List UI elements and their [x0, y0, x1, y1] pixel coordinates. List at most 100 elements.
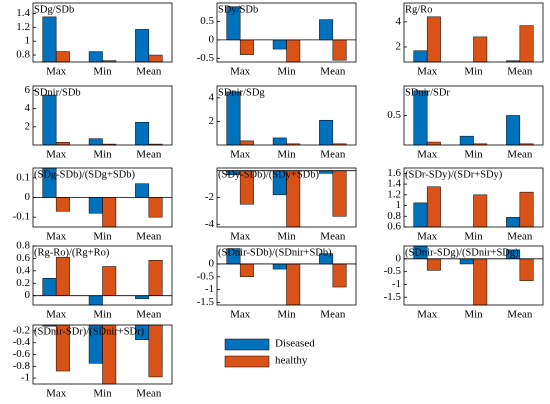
legend-label: Diseased: [275, 338, 315, 350]
legend-swatch: [224, 355, 270, 368]
y-tick-label: 4: [396, 15, 402, 27]
bar: [413, 202, 428, 228]
bar: [42, 16, 57, 63]
bar: [459, 258, 474, 265]
y-tick-label: 0: [209, 33, 215, 45]
x-tick-label: Mean: [320, 149, 346, 161]
y-tick-label: -0.4: [13, 336, 31, 348]
bar: [519, 191, 534, 228]
y-tick-label: 0: [25, 289, 31, 301]
bar: [426, 141, 441, 146]
y-tick-label: -1: [21, 372, 30, 384]
y-tick-label: 1: [25, 35, 31, 47]
y-tick-label: -1.5: [384, 291, 402, 303]
axes-box: [216, 85, 357, 146]
y-tick-label: -0.5: [384, 265, 402, 277]
y-tick-label: 0.5: [387, 109, 401, 121]
bar: [332, 170, 347, 217]
bar: [148, 324, 163, 378]
y-tick-label: 0.2: [16, 277, 30, 289]
y-tick-label: 0.6: [387, 221, 401, 233]
y-tick-label: -0.5: [197, 52, 215, 64]
panel-title: SDnir/SDg: [218, 87, 265, 98]
bar: [135, 29, 150, 63]
panel-title: (SDg-SDb)/(SDg+SDb): [34, 169, 136, 180]
bar: [319, 170, 334, 174]
panel-title: (Rg-Ro)/(Rg+Ro): [34, 247, 110, 258]
bar: [88, 197, 103, 214]
y-tick-label: 0.4: [16, 264, 30, 276]
y-tick-label: -0.5: [197, 270, 215, 282]
y-tick-label: 1: [396, 199, 402, 211]
bar: [332, 39, 347, 61]
x-tick-label: Max: [46, 231, 67, 243]
x-tick-label: Max: [230, 66, 251, 78]
x-tick-label: Max: [230, 149, 251, 161]
y-tick-label: -0.1: [13, 211, 30, 223]
bar: [332, 263, 347, 288]
bar: [88, 138, 103, 146]
bar: [426, 258, 441, 271]
x-tick-label: Max: [417, 66, 438, 78]
x-tick-label: Mean: [136, 149, 162, 161]
bar: [135, 295, 150, 300]
panel-title: (SDnir-SDg)/(SDnir+SDg): [405, 247, 519, 258]
x-tick-label: Min: [464, 309, 483, 321]
y-tick-label: -0.6: [13, 348, 31, 360]
y-tick-label: 1.2: [387, 188, 401, 200]
bar: [102, 266, 117, 296]
x-tick-label: Mean: [136, 309, 162, 321]
bar: [272, 39, 287, 50]
bar: [239, 263, 254, 278]
x-tick-label: Mean: [507, 66, 533, 78]
bar: [426, 16, 441, 63]
x-tick-label: Min: [464, 149, 483, 161]
x-tick-label: Mean: [507, 309, 533, 321]
bar: [413, 90, 428, 146]
x-tick-label: Max: [46, 149, 67, 161]
bar: [88, 51, 103, 63]
y-tick-label: -1.5: [197, 296, 215, 308]
bar: [519, 258, 534, 281]
y-tick-label: 1.6: [387, 167, 401, 179]
x-tick-label: Min: [93, 388, 112, 400]
panel-title: SDg/SDb: [34, 4, 74, 15]
bar: [272, 263, 287, 270]
y-tick-label: 0: [25, 191, 31, 203]
y-tick-label: -2: [205, 191, 214, 203]
bar: [473, 36, 488, 63]
x-tick-label: Max: [230, 231, 251, 243]
bar: [88, 295, 103, 306]
x-tick-label: Min: [277, 231, 296, 243]
y-tick-label: 0.8: [16, 49, 30, 61]
panel-title: (SDy-SDb)/(SDy+SDb): [218, 169, 320, 180]
axes-box: [216, 245, 357, 306]
bar: [226, 91, 241, 146]
y-tick-label: 2: [25, 120, 31, 132]
axes-box: [403, 167, 544, 228]
bar: [286, 39, 301, 63]
bar: [413, 50, 428, 63]
bar: [42, 94, 57, 146]
bar: [506, 217, 521, 228]
bar: [55, 142, 70, 146]
bar: [519, 25, 534, 63]
y-tick-label: 2: [396, 40, 402, 52]
bar: [102, 197, 117, 228]
bar: [135, 183, 150, 198]
x-tick-label: Max: [46, 66, 67, 78]
axes-box: [403, 2, 544, 63]
x-tick-label: Max: [417, 149, 438, 161]
bar: [55, 51, 70, 63]
x-tick-label: Max: [46, 309, 67, 321]
panel-title: (SDnir-SDr)/(SDnir+SDr): [34, 326, 145, 337]
y-tick-label: -0.2: [13, 324, 30, 336]
y-tick-label: 0.8: [16, 240, 30, 252]
x-tick-label: Min: [277, 66, 296, 78]
x-tick-label: Min: [464, 66, 483, 78]
axes-box: [32, 85, 173, 146]
x-tick-label: Min: [93, 231, 112, 243]
axes-box: [32, 245, 173, 306]
y-tick-label: -4: [205, 218, 215, 230]
x-tick-label: Max: [46, 388, 67, 400]
